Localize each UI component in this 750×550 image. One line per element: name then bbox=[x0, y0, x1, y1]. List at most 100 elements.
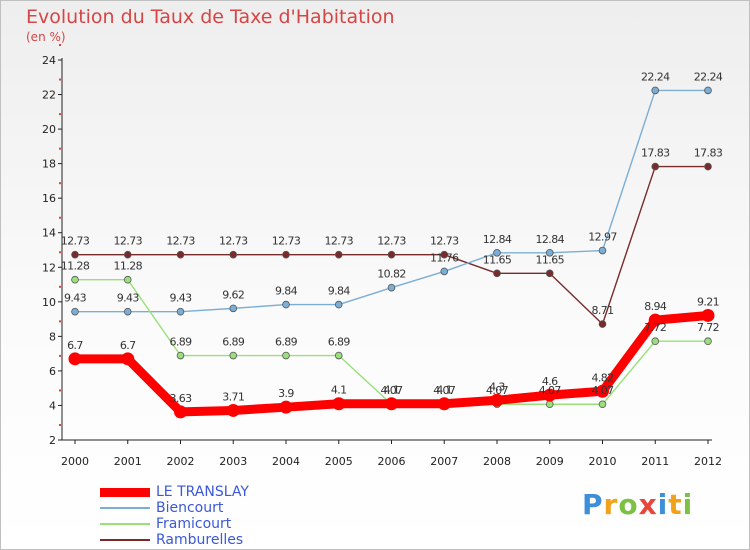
data-label: 8.94 bbox=[644, 300, 667, 313]
legend-label: Ramburelles bbox=[156, 532, 244, 548]
data-point bbox=[493, 269, 501, 278]
data-point bbox=[176, 250, 185, 259]
data-label: 12.97 bbox=[588, 231, 617, 244]
x-tick-label: 2007 bbox=[430, 455, 458, 468]
data-label: 12.73 bbox=[166, 235, 195, 248]
y-minor-tick bbox=[59, 354, 61, 357]
y-tick-label: 22 bbox=[42, 89, 56, 102]
data-label: 6.89 bbox=[222, 336, 245, 349]
legend-label: LE TRANSLAY bbox=[156, 484, 249, 500]
data-label: 9.21 bbox=[697, 295, 719, 308]
data-point bbox=[229, 351, 238, 360]
data-label: 3.9 bbox=[278, 387, 294, 400]
data-label: 12.84 bbox=[536, 233, 565, 246]
data-point bbox=[334, 300, 343, 309]
data-label: 9.43 bbox=[64, 292, 87, 305]
data-point bbox=[545, 248, 554, 257]
y-tick-label: 18 bbox=[42, 158, 56, 171]
y-minor-tick bbox=[59, 113, 61, 116]
data-point bbox=[545, 269, 554, 278]
series-biencourt bbox=[71, 86, 712, 316]
data-point bbox=[440, 250, 449, 259]
data-point bbox=[123, 275, 132, 284]
data-point bbox=[648, 313, 662, 327]
y-minor-tick bbox=[59, 182, 61, 185]
x-tick-label: 2009 bbox=[536, 455, 564, 468]
data-point bbox=[385, 397, 398, 411]
data-label: 9.43 bbox=[169, 292, 192, 305]
data-point bbox=[123, 307, 132, 316]
data-label: 4.1 bbox=[331, 384, 347, 397]
data-point bbox=[226, 403, 240, 417]
data-point bbox=[279, 400, 293, 414]
data-label: 9.62 bbox=[222, 288, 244, 301]
y-minor-tick bbox=[59, 78, 61, 81]
data-label: 4.82 bbox=[591, 371, 613, 384]
chart-subtitle: (en %) bbox=[26, 30, 66, 44]
legend-item: Framicourt bbox=[100, 516, 249, 532]
data-point bbox=[229, 250, 238, 259]
data-label: 12.73 bbox=[430, 235, 459, 248]
data-label: 12.73 bbox=[61, 235, 90, 248]
data-point bbox=[71, 307, 79, 316]
data-point bbox=[598, 320, 607, 328]
data-label: 17.83 bbox=[694, 147, 723, 160]
data-label: 4.6 bbox=[542, 375, 558, 388]
y-minor-tick bbox=[59, 44, 61, 46]
data-point bbox=[598, 400, 607, 409]
data-label: 7.72 bbox=[697, 321, 719, 334]
data-point bbox=[176, 307, 185, 316]
legend-item: LE TRANSLAY bbox=[100, 484, 249, 500]
y-minor-tick bbox=[59, 320, 61, 323]
data-label: 9.43 bbox=[117, 292, 140, 305]
data-point bbox=[651, 86, 660, 95]
x-tick-label: 2003 bbox=[219, 455, 247, 468]
legend-swatch bbox=[100, 539, 150, 541]
data-label: 6.89 bbox=[328, 336, 351, 349]
y-minor-tick bbox=[59, 216, 61, 219]
data-label: 4.3 bbox=[489, 380, 505, 393]
data-labels: 6.7 6.7 3.63 3.71 3.9 4.1 4.1 4.1 4.3 4.6 4.82 8.94… bbox=[61, 70, 724, 404]
data-label: 22.24 bbox=[641, 70, 670, 83]
chart-title: Evolution du Taux de Taxe d'Habitation bbox=[26, 6, 395, 28]
data-label: 11.28 bbox=[114, 260, 143, 273]
legend-swatch bbox=[100, 487, 150, 497]
data-point bbox=[704, 86, 712, 95]
legend: LE TRANSLAY Biencourt Framicourt Ramburelle… bbox=[100, 484, 249, 548]
data-label: 3.71 bbox=[222, 390, 244, 403]
data-label: 6.89 bbox=[169, 336, 192, 349]
x-tick-label: 2006 bbox=[378, 455, 406, 468]
y-tick-label: 8 bbox=[49, 330, 56, 343]
x-tick-label: 2001 bbox=[114, 455, 142, 468]
data-label: 10.82 bbox=[377, 268, 406, 281]
data-point bbox=[651, 337, 660, 346]
data-point bbox=[651, 162, 660, 171]
series-layer bbox=[68, 86, 715, 419]
data-point bbox=[332, 397, 346, 411]
data-point bbox=[598, 246, 607, 255]
legend-item: Biencourt bbox=[100, 500, 249, 516]
y-tick-label: 4 bbox=[49, 399, 56, 412]
x-tick-label: 2010 bbox=[589, 455, 617, 468]
data-point bbox=[334, 250, 343, 259]
x-tick-label: 2008 bbox=[483, 455, 511, 468]
data-label: 12.73 bbox=[377, 235, 406, 248]
legend-label: Biencourt bbox=[156, 500, 224, 516]
data-point bbox=[71, 275, 79, 284]
proxiti-logo: Proxiti bbox=[582, 488, 694, 521]
data-point bbox=[437, 397, 451, 411]
data-point bbox=[543, 388, 557, 402]
legend-label: Framicourt bbox=[156, 516, 232, 532]
x-tick-label: 2004 bbox=[272, 455, 300, 468]
data-point bbox=[596, 384, 609, 398]
data-point bbox=[545, 400, 554, 409]
data-label: 4.1 bbox=[436, 384, 452, 397]
data-label: 7.72 bbox=[644, 321, 666, 334]
x-tick-label: 2002 bbox=[167, 455, 195, 468]
data-point bbox=[387, 250, 396, 259]
data-label: 4.07 bbox=[591, 384, 614, 397]
data-label: 12.84 bbox=[483, 233, 512, 246]
